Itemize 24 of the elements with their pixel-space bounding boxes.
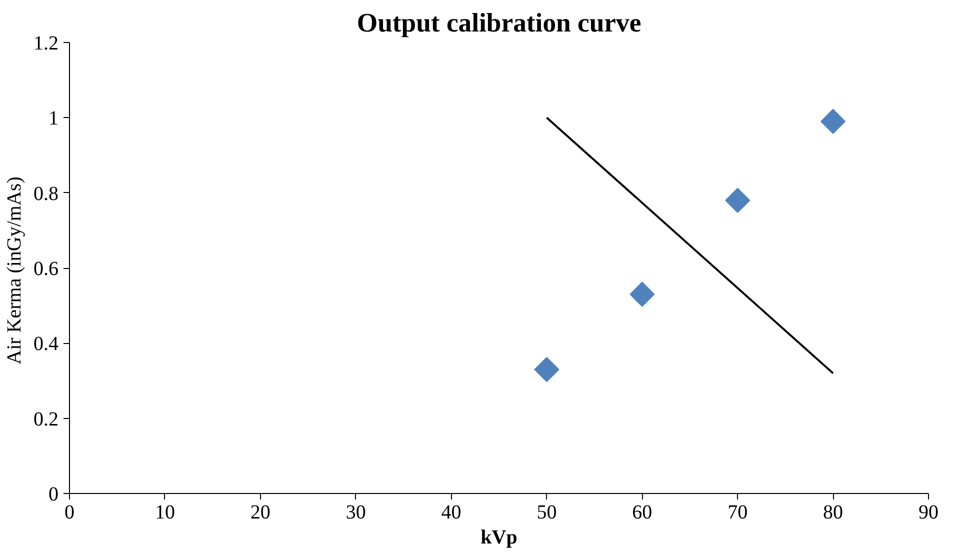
x-tick-label: 70 [728, 502, 748, 524]
x-axis-title: kVp [480, 526, 518, 548]
point [630, 282, 655, 307]
x-tick-label: 90 [918, 502, 938, 524]
x-tick-label: 30 [346, 502, 366, 524]
y-tick-label: 0.6 [34, 258, 58, 280]
x-tick-label: 10 [154, 502, 175, 524]
x-tick-label: 50 [536, 502, 557, 524]
x-tick-label: 40 [441, 502, 462, 524]
x-tick-label: 20 [250, 502, 270, 524]
y-axis-title: Air Kerma (inGy/mAs) [4, 176, 26, 364]
y-tick-label: 1 [48, 108, 58, 130]
y-tick-label: 0 [48, 484, 58, 506]
x-tick-label: 0 [64, 502, 74, 524]
y-tick-label: 1.2 [34, 32, 58, 54]
chart-title: Output calibration curve [356, 8, 642, 38]
x-tick-label: 80 [823, 502, 844, 524]
y-tick-label: 0.8 [34, 182, 58, 205]
x-tick-label: 60 [632, 502, 652, 524]
y-tick-label: 0.2 [34, 408, 58, 430]
y-tick-label: 0.4 [34, 333, 58, 356]
point [820, 108, 846, 134]
point [534, 356, 560, 382]
point [725, 188, 750, 213]
